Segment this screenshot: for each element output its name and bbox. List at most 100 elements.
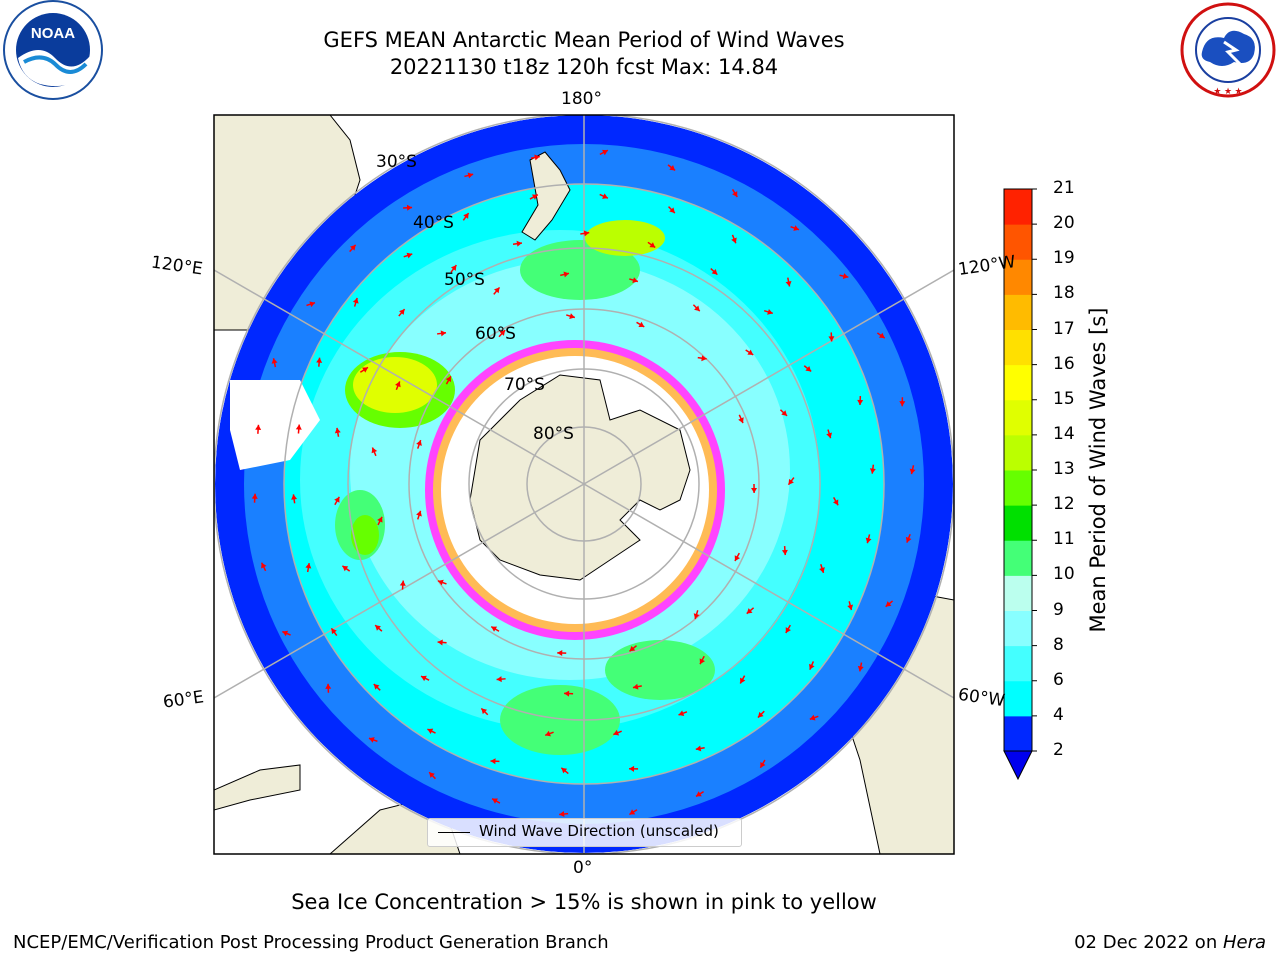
wind-arrow-head: [563, 271, 570, 278]
colorbar: [1003, 188, 1037, 781]
colorbar-segment: [1004, 399, 1032, 436]
wind-arrow-head: [467, 172, 474, 179]
wind-arrow-head: [406, 252, 413, 259]
national-weather-service-logo: ★ ★ ★: [1180, 2, 1276, 98]
wind-arrow-head: [734, 555, 740, 562]
footer-host: Hera: [1222, 932, 1266, 953]
colorbar-tick-label: 21: [1053, 178, 1075, 198]
wind-arrow-head: [805, 365, 812, 372]
colorbar-segment: [1004, 224, 1032, 260]
colorbar-segment: [1004, 645, 1032, 682]
wind-arrow-head: [678, 710, 685, 717]
lat-label-40s: 40°S: [413, 213, 454, 233]
wind-arrow-head: [492, 798, 498, 804]
colorbar-title: Mean Period of Wind Waves [s]: [1086, 307, 1110, 633]
wind-arrow-head: [334, 427, 341, 434]
colorbar-tick-label: 6: [1053, 669, 1064, 690]
svg-text:★ ★ ★: ★ ★ ★: [1213, 86, 1242, 96]
wind-arrow-head: [499, 330, 506, 336]
legend-line-swatch: [438, 832, 470, 833]
wind-arrow-head: [788, 478, 794, 485]
noaa-logo-text: NOAA: [31, 25, 75, 42]
wind-arrow-head: [833, 499, 839, 506]
wind-arrow-head: [368, 737, 375, 743]
wind-arrow-head: [445, 376, 452, 383]
wind-arrow-head: [377, 516, 383, 523]
wind-arrow-head: [847, 604, 854, 611]
wind-arrow-head: [352, 297, 359, 304]
wind-arrow-head: [669, 165, 676, 171]
wind-arrow-head: [740, 677, 746, 684]
footer-date: 02 Dec 2022 on Hera: [1074, 932, 1266, 953]
footer-credit: NCEP/EMC/Verification Post Processing Pr…: [13, 932, 609, 953]
colorbar-tick-label: 2: [1053, 740, 1064, 760]
wind-arrow-head: [450, 265, 457, 271]
wind-arrow-head: [629, 645, 636, 652]
wind-arrow-head: [557, 649, 563, 656]
wind-arrow-head: [440, 330, 447, 337]
colorbar-tick-label: 17: [1053, 318, 1075, 339]
wind-arrow-head: [373, 684, 380, 690]
wind-arrow-head: [757, 711, 764, 718]
new-zealand-land: [521, 151, 571, 241]
noaa-logo: NOAA: [3, 0, 103, 100]
wind-arrow-head: [781, 549, 788, 556]
wind-arrow-head: [516, 240, 522, 247]
colorbar-tick-label: 18: [1053, 283, 1075, 304]
footer-date-text: 02 Dec 2022 on: [1074, 932, 1223, 953]
wind-arrow-head: [334, 496, 340, 503]
colorbar-tick-label: 8: [1053, 634, 1064, 655]
wind-arrow-head: [429, 772, 435, 778]
wind-arrow-head: [746, 608, 753, 614]
wind-arrow-head: [809, 663, 815, 670]
wind-arrow-head: [785, 281, 792, 287]
wind-arrow-head: [421, 675, 427, 682]
wind-arrow-head: [878, 332, 885, 339]
wind-arrow-head: [632, 277, 638, 283]
wind-arrow-head: [481, 708, 488, 715]
colorbar-segment: [1004, 364, 1032, 401]
wind-arrow-head: [309, 301, 316, 308]
wind-arrow-head: [325, 683, 332, 689]
lat-label-50s: 50°S: [444, 270, 485, 290]
colorbar-segment: [1004, 434, 1032, 471]
wind-arrow-head: [809, 714, 816, 721]
lon-label-0: 0°: [573, 858, 593, 878]
wind-arrow-head: [602, 193, 608, 199]
wind-arrow-head: [905, 536, 912, 543]
africa-land: [214, 764, 301, 811]
wind-arrow-head: [649, 242, 656, 248]
wind-arrow-head: [438, 579, 444, 586]
colorbar-tick-label: 15: [1053, 388, 1075, 409]
wind-arrow-head: [559, 811, 565, 818]
wind-arrow-head: [731, 237, 737, 244]
colorbar-segment: [1004, 470, 1032, 506]
wind-arrow-head: [561, 767, 568, 774]
colorbar-segment: [1004, 294, 1032, 330]
map-legend: Wind Wave Direction (unscaled): [427, 818, 742, 847]
wind-arrow-head: [491, 626, 498, 632]
wind-arrow-head: [375, 625, 381, 631]
wind-arrow-head: [695, 745, 702, 752]
wind-arrow-head: [842, 273, 849, 280]
graticule: [214, 115, 954, 854]
colorbar-tick-label: 4: [1053, 704, 1064, 725]
colorbar-segment: [1004, 715, 1032, 752]
lat-label-30s: 30°S: [376, 152, 417, 172]
colorbar-segment: [1004, 189, 1032, 225]
antarctica-land: [469, 374, 691, 581]
wind-arrow-head: [295, 424, 302, 430]
wind-arrow-head: [819, 567, 825, 573]
colorbar-segment: [1004, 680, 1032, 717]
wind-arrow-head: [613, 729, 620, 736]
wind-arrow-head: [767, 308, 773, 315]
wind-arrow-head: [909, 468, 916, 475]
wind-arrow-head: [261, 562, 267, 569]
wind-arrow-head: [781, 410, 788, 416]
wind-arrow-head: [342, 565, 349, 572]
legend-text: Wind Wave Direction (unscaled): [479, 822, 719, 840]
wind-arrow-head: [885, 601, 892, 607]
wind-arrow-head: [316, 357, 323, 363]
wind-arrow-head: [406, 204, 413, 211]
wind-arrow-head: [632, 683, 639, 690]
